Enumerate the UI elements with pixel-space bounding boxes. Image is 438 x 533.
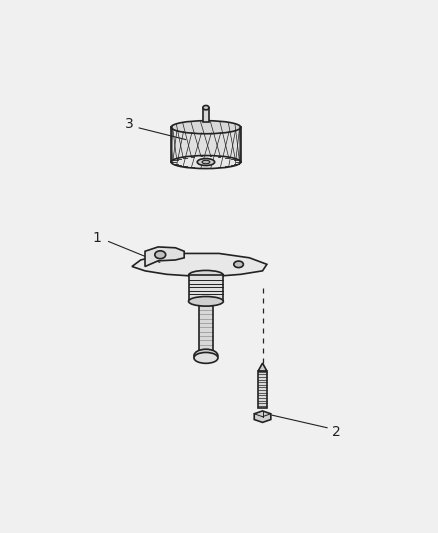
Polygon shape	[198, 301, 213, 353]
Ellipse shape	[188, 296, 223, 306]
Polygon shape	[188, 275, 223, 301]
Text: 3: 3	[125, 117, 134, 131]
Polygon shape	[132, 254, 267, 276]
Ellipse shape	[197, 158, 215, 166]
Polygon shape	[171, 127, 241, 162]
Ellipse shape	[194, 349, 218, 362]
Ellipse shape	[234, 261, 244, 268]
Polygon shape	[258, 371, 267, 408]
Ellipse shape	[194, 352, 218, 364]
Ellipse shape	[198, 351, 213, 357]
Ellipse shape	[155, 251, 166, 259]
Polygon shape	[258, 363, 267, 371]
Text: 1: 1	[93, 231, 102, 245]
Polygon shape	[203, 108, 209, 122]
Ellipse shape	[171, 156, 241, 168]
Polygon shape	[254, 411, 271, 422]
Text: 2: 2	[332, 425, 341, 439]
Ellipse shape	[188, 270, 223, 280]
Ellipse shape	[203, 106, 209, 110]
Ellipse shape	[202, 160, 210, 164]
Polygon shape	[145, 247, 184, 266]
Ellipse shape	[171, 120, 241, 134]
